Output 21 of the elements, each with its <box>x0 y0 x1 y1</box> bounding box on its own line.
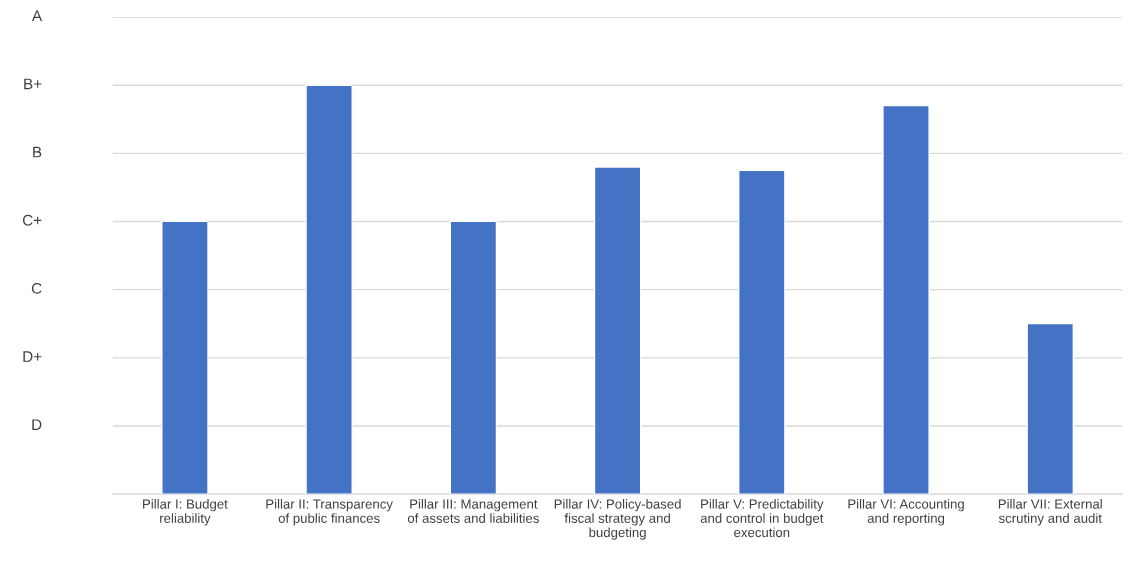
bar <box>1026 322 1075 495</box>
text: D <box>32 419 42 430</box>
bar <box>882 104 930 495</box>
bar <box>593 166 642 495</box>
x-tick-label: Pillar III: Management of assets and liabilities <box>407 499 539 523</box>
text: D+ <box>23 351 42 362</box>
bar <box>161 220 209 495</box>
text: B <box>33 146 42 158</box>
text: A <box>31 10 43 21</box>
x-tick-label: Pillar VII: External scrutiny and audit <box>998 499 1102 526</box>
x-tick-label: Pillar IV: Policy-based fiscal strategy and budgeting <box>554 499 681 540</box>
bar <box>305 84 353 495</box>
x-tick-label: Pillar V: Predictability and control in budget execution <box>700 499 824 538</box>
bar <box>449 220 498 495</box>
x-tick-label: Pillar II: Transparency of public finances <box>266 499 393 526</box>
text: C+ <box>22 214 42 226</box>
x-tick-label: Pillar VI: Accounting and reporting <box>848 499 964 526</box>
bar <box>738 169 786 495</box>
x-tick-label: Pillar I: Budget reliability <box>143 499 228 526</box>
text: B+ <box>24 78 42 90</box>
text: C <box>31 282 42 294</box>
